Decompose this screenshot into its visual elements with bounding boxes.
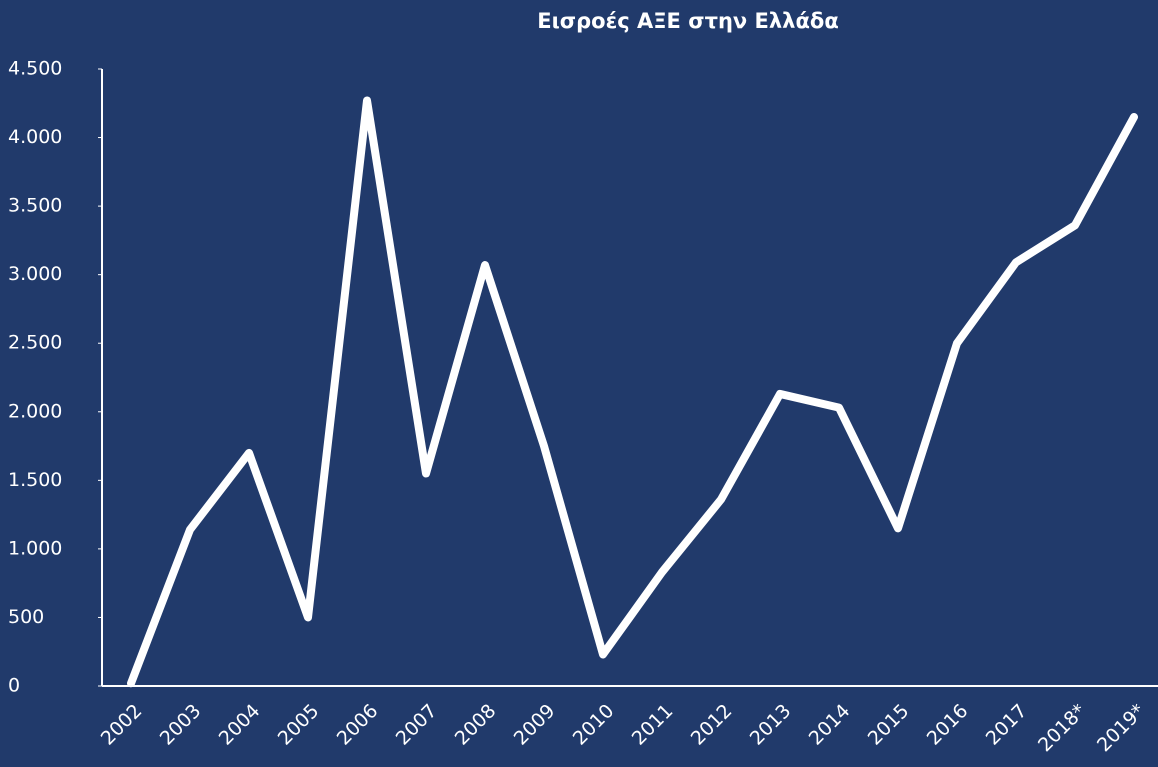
y-tick-label: 1.000 [8, 537, 62, 559]
y-tick-label: 2.000 [8, 400, 62, 422]
y-tick-label: 1.500 [8, 469, 62, 491]
y-tick-label: 0 [8, 675, 20, 697]
y-tick-label: 3.500 [8, 195, 62, 217]
y-tick-label: 4.500 [8, 58, 62, 80]
line [127, 96, 1138, 688]
y-tick-label: 3.000 [8, 263, 62, 285]
y-tick-label: 500 [8, 606, 44, 628]
chart-title: Εισροές ΑΞΕ στην Ελλάδα [537, 9, 839, 33]
y-tick-label: 4.000 [8, 126, 62, 148]
y-tick-label: 2.500 [8, 332, 62, 354]
